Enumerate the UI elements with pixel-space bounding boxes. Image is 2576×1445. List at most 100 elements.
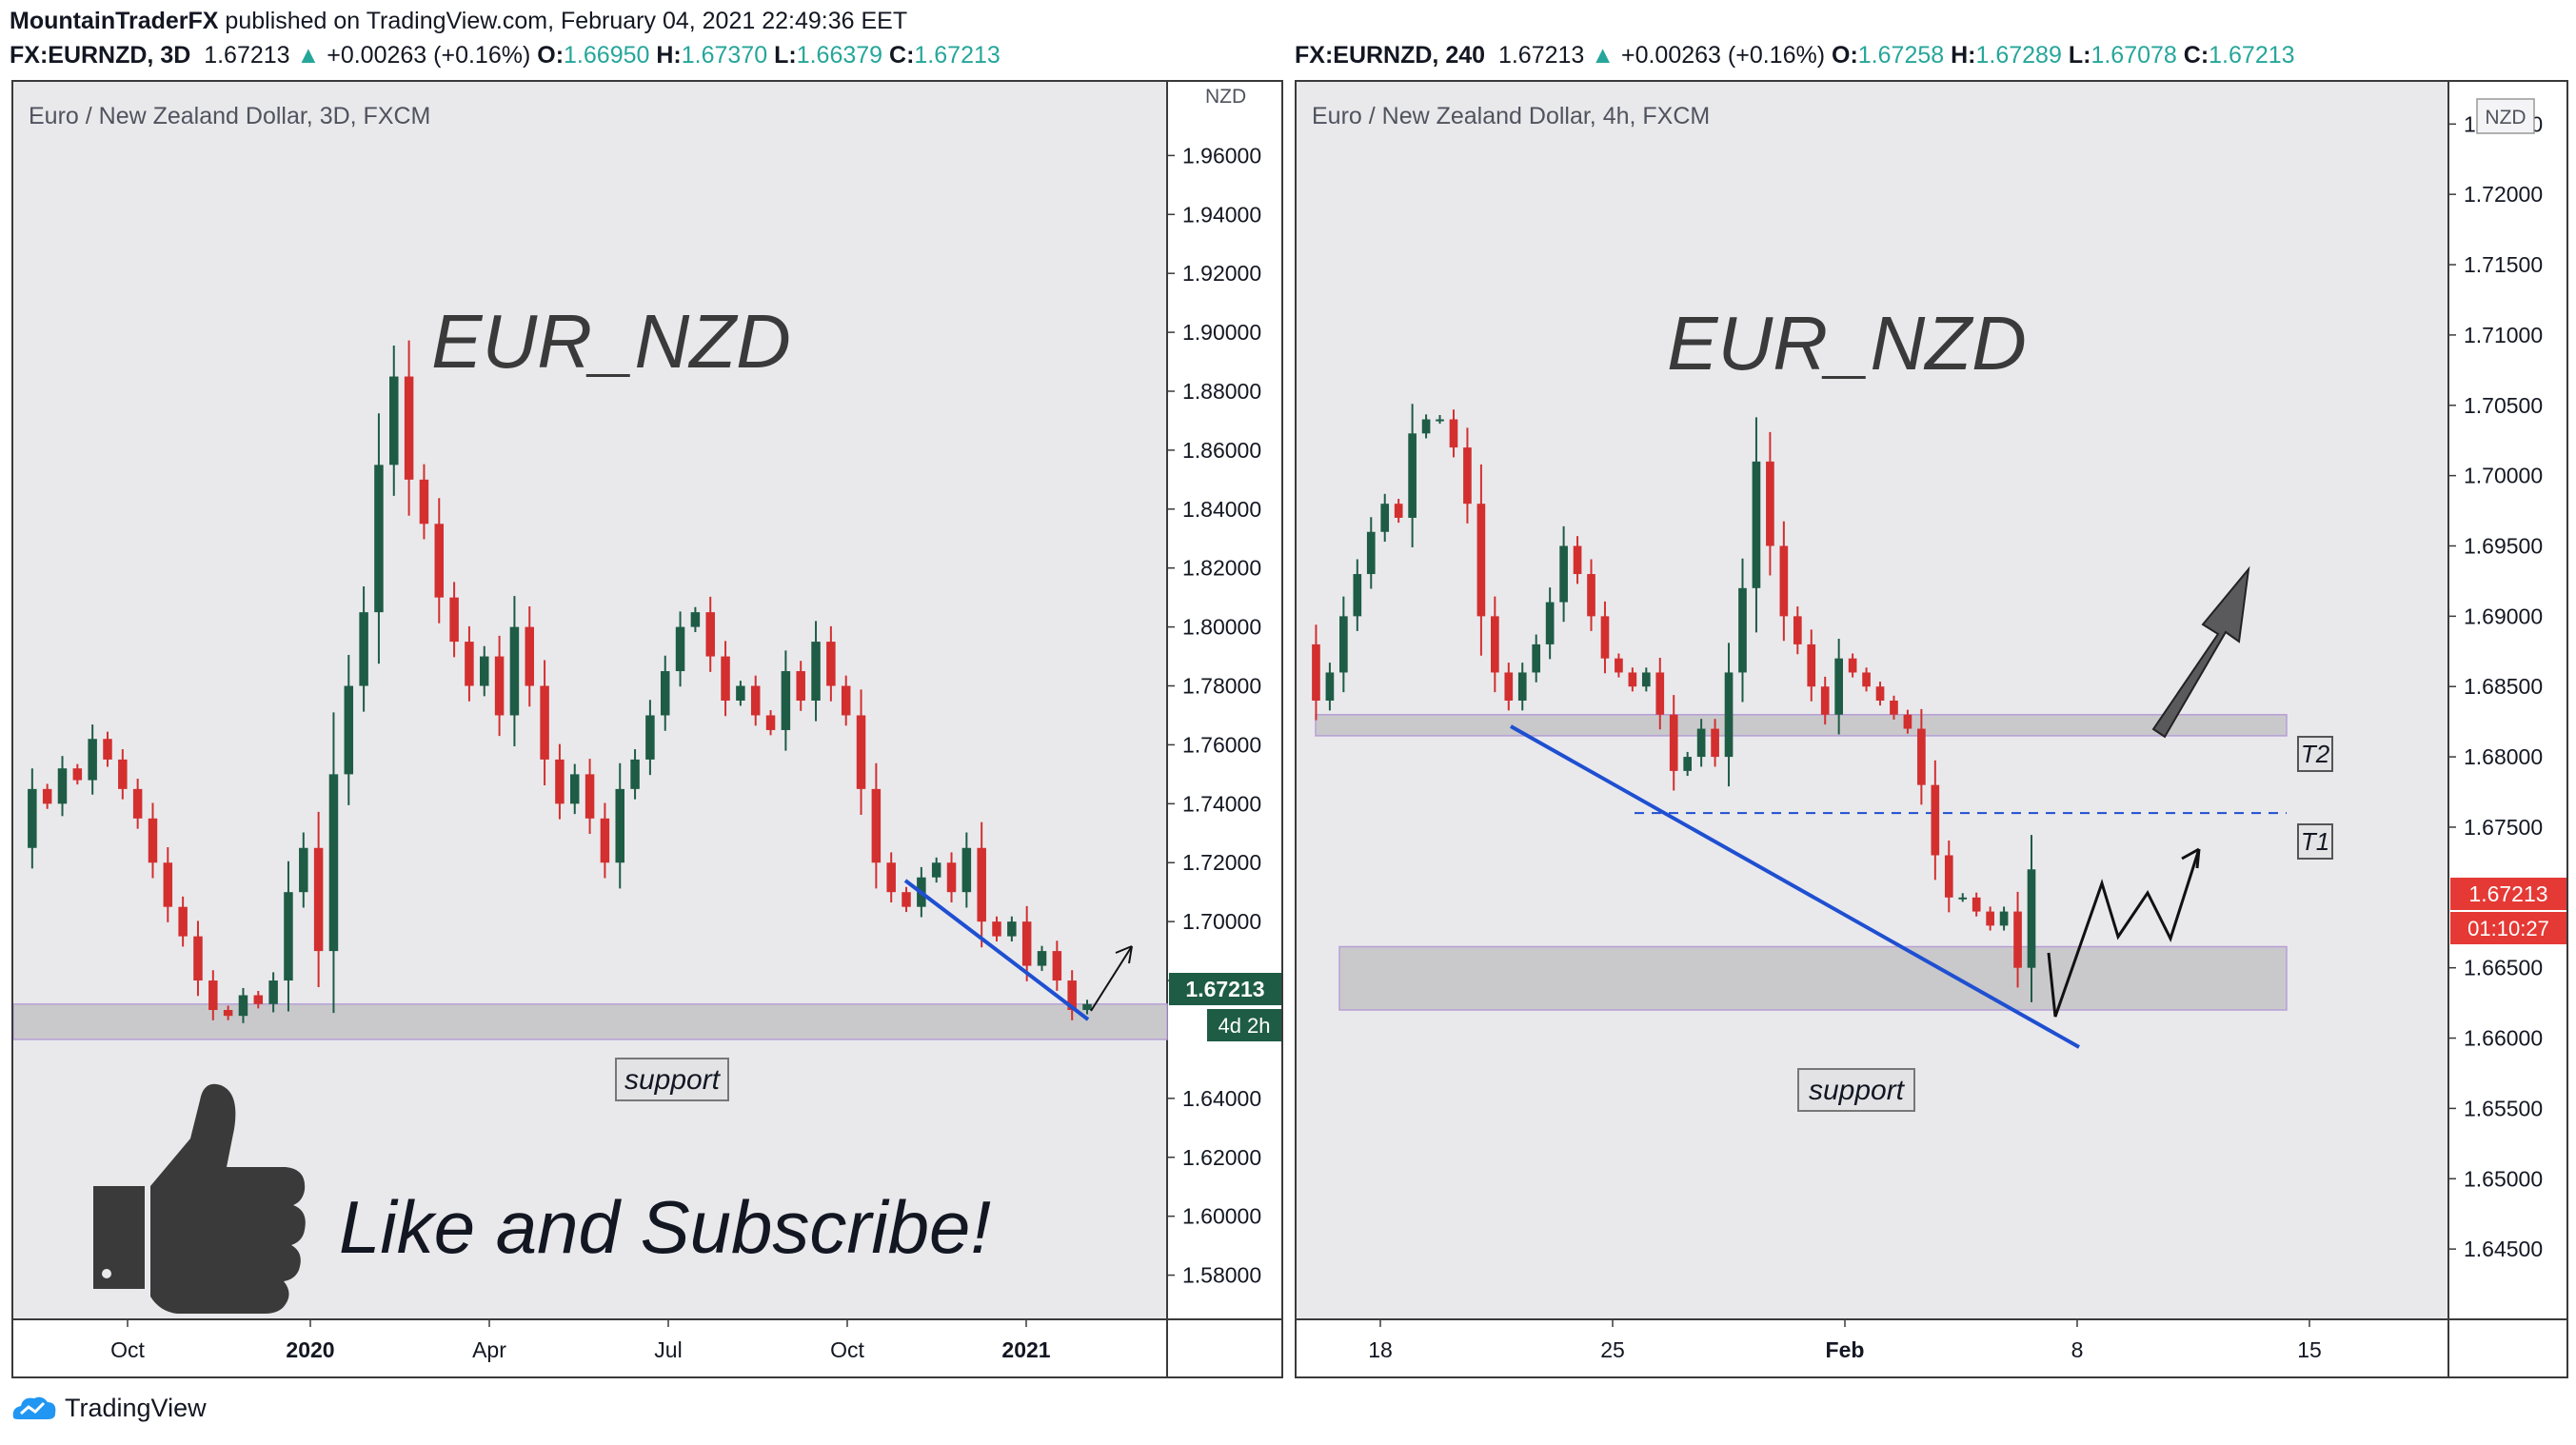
- right-plot-area[interactable]: [1297, 82, 2448, 1319]
- candle-down: [1931, 784, 1940, 856]
- candle-up: [1353, 574, 1362, 617]
- candle-down: [841, 685, 851, 716]
- left-support-label-box: [615, 1058, 729, 1101]
- right-projection-arrow-head: [2181, 847, 2201, 869]
- candle-down: [1312, 643, 1320, 701]
- candle-up: [1436, 419, 1444, 422]
- left-chart-panel[interactable]: 1.96000 1.94000 1.92000 1.90000 1.88000 1.860…: [11, 80, 1283, 1378]
- left-projection-arrow: [1090, 945, 1133, 1012]
- right-projection-path: [2047, 848, 2201, 1018]
- right-ohlc-line: FX:EURNZD, 240 1.67213 ▲ +0.00263 (+0.16…: [1295, 42, 2295, 69]
- price-tick-label: 1.67500: [2464, 815, 2543, 840]
- left-trendline[interactable]: [903, 879, 1090, 1021]
- price-tick-label: 1.68500: [2464, 674, 2543, 699]
- left-h-label: H:: [656, 42, 682, 69]
- right-candles: [1312, 404, 2036, 1002]
- left-price-label: 1.67213: [1185, 977, 1264, 1001]
- right-currency-box[interactable]: [2476, 98, 2535, 134]
- candle-down: [540, 685, 549, 760]
- candle-down: [1476, 504, 1486, 617]
- right-l-label: L:: [2068, 42, 2091, 69]
- candle-down: [1067, 980, 1077, 1010]
- candle-down: [1793, 616, 1802, 644]
- candle-down: [2013, 911, 2022, 968]
- right-h-label: H:: [1951, 42, 1976, 69]
- price-tick-label: 1.86000: [1182, 438, 1261, 463]
- publish-info: published on TradingView.com, February 0…: [225, 8, 908, 34]
- price-tick-label: 1.58000: [1182, 1263, 1261, 1288]
- support-zone: [12, 1003, 1168, 1040]
- right-chart-title: Euro / New Zealand Dollar, 4h, FXCM: [1312, 103, 1710, 129]
- price-tick-label: 1.94000: [1182, 202, 1261, 227]
- price-tick-label: 1.70500: [2464, 393, 2543, 418]
- candle-up: [1738, 587, 1747, 673]
- right-low: 1.67078: [2091, 42, 2177, 69]
- price-tick-label: 1.82000: [1182, 556, 1261, 581]
- left-chart-svg[interactable]: 1.96000 1.94000 1.92000 1.90000 1.88000 1.860…: [12, 82, 1281, 1376]
- time-tick-label: Feb: [1826, 1337, 1865, 1362]
- candle-up: [57, 768, 68, 804]
- candle-down: [1504, 672, 1514, 701]
- right-c-label: C:: [2183, 42, 2209, 69]
- candle-down: [1903, 714, 1912, 729]
- right-countdown-label: 01:10:27: [2467, 917, 2549, 940]
- right-trendline[interactable]: [1510, 724, 2080, 1049]
- price-tick-label: 1.66500: [2464, 956, 2543, 980]
- right-chart-panel[interactable]: 1.725001.720001.715001.710001.705001.700…: [1295, 80, 2568, 1378]
- price-tick-label: 1.60000: [1182, 1204, 1261, 1229]
- price-tick-label: 1.80000: [1182, 615, 1261, 640]
- candle-up: [1380, 504, 1390, 532]
- candle-up: [675, 626, 685, 672]
- candle-down: [1669, 714, 1678, 771]
- candle-down: [404, 376, 414, 480]
- candle-down: [525, 626, 535, 686]
- candle-down: [886, 862, 896, 893]
- candle-up: [1683, 757, 1693, 771]
- candle-up: [1532, 643, 1541, 673]
- candle-up: [1421, 419, 1431, 434]
- right-change: +0.00263 (+0.16%): [1620, 42, 1826, 69]
- left-time-axis: Oct 2020 Apr Jul Oct 2021: [110, 1319, 1051, 1362]
- candle-up: [344, 685, 354, 775]
- right-support-label-box: [1797, 1068, 1915, 1112]
- tradingview-logo[interactable]: TradingView: [10, 1394, 207, 1423]
- left-projection-arrow-head: [1115, 945, 1133, 964]
- left-l-label: L:: [774, 42, 797, 69]
- left-candles: [28, 340, 1092, 1023]
- candle-down: [163, 862, 173, 907]
- left-symbol[interactable]: FX:EURNZD, 3D: [10, 42, 191, 69]
- left-countdown-box: [1207, 1009, 1281, 1041]
- candle-up: [1545, 602, 1555, 644]
- author-name[interactable]: MountainTraderFX: [10, 8, 219, 34]
- candle-down: [1655, 672, 1665, 715]
- candle-up: [1037, 951, 1047, 966]
- price-tick-label: 1.64000: [1182, 1086, 1261, 1111]
- candle-down: [1917, 728, 1926, 785]
- candle-up: [284, 892, 293, 981]
- candle-down: [178, 906, 188, 937]
- left-high: 1.67370: [681, 42, 768, 69]
- candle-up: [1724, 672, 1734, 758]
- candle-up: [299, 847, 308, 893]
- candle-up: [1082, 1003, 1092, 1010]
- candle-up: [88, 739, 97, 781]
- candle-down: [465, 642, 474, 686]
- candle-up: [359, 612, 368, 686]
- right-chart-svg[interactable]: 1.725001.720001.715001.710001.705001.700…: [1297, 82, 2566, 1376]
- right-symbol[interactable]: FX:EURNZD, 240: [1295, 42, 1486, 69]
- price-tick-label: 1.71500: [2464, 252, 2543, 277]
- candle-down: [871, 788, 882, 863]
- left-plot-area[interactable]: [13, 82, 1167, 1319]
- price-tick-label: 1.71000: [2464, 323, 2543, 347]
- left-countdown-label: 4d 2h: [1218, 1014, 1270, 1038]
- candle-down: [313, 847, 324, 952]
- left-c-label: C:: [889, 42, 915, 69]
- candle-down: [1972, 897, 1981, 912]
- candle-up: [630, 759, 640, 789]
- candle-up: [1325, 672, 1335, 701]
- candle-up: [268, 980, 278, 1004]
- up-arrow-icon: ▲: [296, 42, 321, 69]
- candle-down: [1491, 616, 1499, 673]
- left-price-label-box: [1169, 973, 1281, 1005]
- price-tick-label: 1.64500: [2464, 1237, 2543, 1261]
